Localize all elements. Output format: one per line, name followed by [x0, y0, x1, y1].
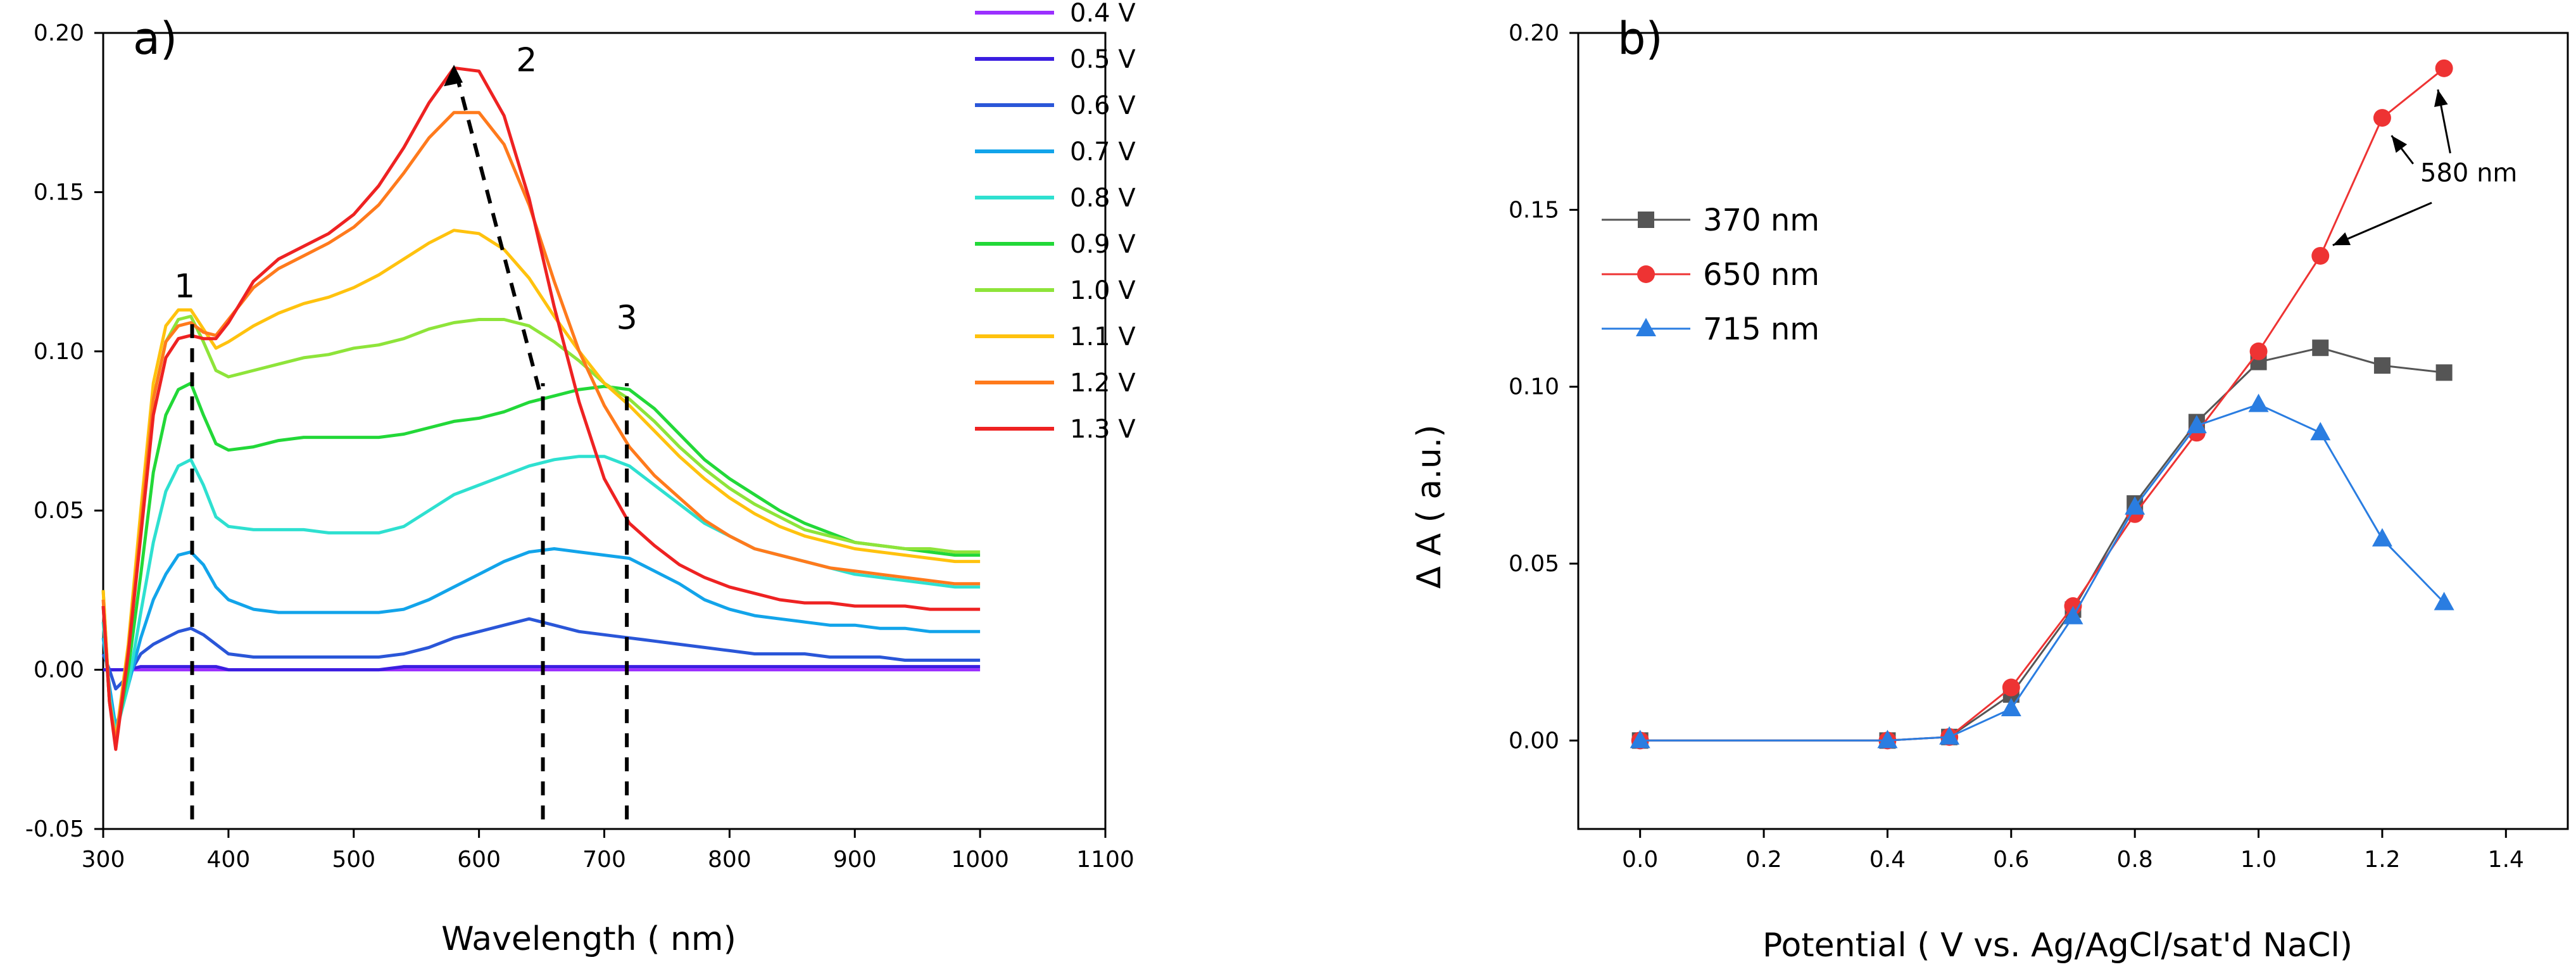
data-point-650-nm — [2435, 59, 2453, 77]
panel-a-x-tick-label: 700 — [582, 847, 626, 873]
legend-label: 0.8 V — [1070, 184, 1136, 213]
panel-b-chart: 0.0 0.2 0.4 0.6 0.8 1.0 1.2 1.4 0.00 0.05 0.10 0.15… — [1411, 13, 2569, 965]
data-point-650-nm — [2249, 342, 2268, 360]
legend-swatch-marker — [1637, 265, 1655, 283]
series-line-650-nm — [1640, 67, 2445, 742]
panel-a-x-axis-label: Wavelength ( nm) — [441, 920, 736, 958]
panel-b-y-axis-label: Δ A ( a.u.) — [1411, 424, 1448, 588]
series-line-1-2-v — [101, 111, 981, 745]
panel-b-x-tick-label: 1.0 — [2240, 847, 2277, 873]
data-point-370-nm — [2312, 339, 2329, 357]
legend-label: 370 nm — [1703, 203, 1819, 238]
series-line-0-6-v — [101, 617, 981, 691]
data-point-650-nm — [2311, 246, 2330, 265]
peak-annotation-3: 3 — [617, 300, 638, 338]
panel-a-y-tick-label: 0.00 — [34, 657, 84, 683]
panel-b-x-tick-label: 1.4 — [2488, 847, 2524, 873]
panel-a-legend: 0.4 V 0.5 V 0.6 V 0.7 V 0.8 V 0.9 V 1.0 V 1.1 V… — [975, 0, 1136, 444]
data-point-715-nm — [1939, 726, 1960, 745]
panel-a-x-tick-label: 1000 — [951, 847, 1009, 873]
legend-swatch-marker — [1636, 318, 1656, 336]
legend-label: 1.1 V — [1070, 322, 1136, 351]
data-point-650-nm — [2373, 109, 2391, 127]
panel-a-label: a) — [133, 13, 177, 65]
panel-b-x-tick-label: 0.8 — [2117, 847, 2153, 873]
panel-b-y-tick-label: 0.20 — [1509, 20, 1559, 46]
panel-a-y-tick-label: 0.20 — [34, 20, 84, 46]
panel-b-y-tick-label: 0.15 — [1509, 197, 1559, 223]
data-point-715-nm — [1630, 730, 1650, 749]
legend-label: 715 nm — [1703, 312, 1819, 347]
panel-b-x-tick-label: 0.0 — [1622, 847, 1658, 873]
panel-b-x-axis-label: Potential ( V vs. Ag/AgCl/sat'd NaCl) — [1762, 927, 2353, 965]
wavelength-annotation: 580 nm — [2420, 159, 2517, 188]
panel-a-x-tick-label: 800 — [708, 847, 751, 873]
legend-label: 0.7 V — [1070, 137, 1136, 167]
panel-a-x-tick-label: 400 — [207, 847, 251, 873]
legend-label: 0.4 V — [1070, 0, 1136, 28]
series-line-1-0-v — [101, 315, 981, 742]
data-point-715-nm — [2248, 393, 2269, 412]
panel-a-x-tick-label: 600 — [457, 847, 501, 873]
peak-annotation-1: 1 — [174, 267, 195, 305]
annotation-arrow-line — [2332, 201, 2432, 246]
legend-label: 1.3 V — [1070, 415, 1136, 444]
data-point-715-nm — [2372, 528, 2392, 547]
panel-b-x-tick-label: 1.2 — [2364, 847, 2400, 873]
panel-a-chart: 300 400 500 600 700 800 900 1000 1100 -0.05 0.00 0.… — [25, 0, 1136, 958]
panel-a-x-tick-label: 500 — [332, 847, 375, 873]
data-point-715-nm — [2186, 415, 2207, 434]
panel-b-x-tick-label: 0.6 — [1993, 847, 2029, 873]
panel-a-x-tick-label: 1100 — [1076, 847, 1134, 873]
series-line-0-9-v — [101, 381, 981, 742]
legend-label: 0.5 V — [1070, 45, 1136, 74]
panel-b-x-tick-label: 0.4 — [1869, 847, 1906, 873]
panel-a-y-tick-label: 0.10 — [34, 339, 84, 365]
panel-b-x-tick-label: 0.2 — [1745, 847, 1781, 873]
panel-b-plot-frame — [1577, 32, 2569, 830]
annotation-arrowhead — [2434, 89, 2448, 108]
data-point-715-nm — [2434, 591, 2454, 610]
panel-b-y-tick-label: 0.05 — [1509, 551, 1559, 577]
data-point-370-nm — [2373, 357, 2391, 374]
panel-b-legend: 370 nm 650 nm 715 nm — [1602, 203, 1819, 347]
data-point-715-nm — [2063, 605, 2083, 624]
series-line-715-nm — [1640, 403, 2445, 742]
legend-label: 0.6 V — [1070, 91, 1136, 120]
peak-annotation-2: 2 — [516, 41, 537, 79]
legend-swatch-marker — [1638, 212, 1654, 228]
annotation-arrowhead — [2332, 232, 2351, 246]
legend-label: 0.9 V — [1070, 230, 1136, 259]
dashed-guide-line — [452, 64, 541, 390]
panel-a-x-tick-label: 900 — [833, 847, 877, 873]
data-point-715-nm — [2310, 422, 2331, 441]
series-line-370-nm — [1640, 346, 2444, 742]
annotation-arrowhead — [2391, 136, 2408, 153]
guide-arrowhead — [444, 65, 463, 87]
data-point-715-nm — [2001, 698, 2021, 717]
data-point-650-nm — [2002, 678, 2020, 697]
panel-b-label: b) — [1618, 13, 1663, 65]
series-line-1-1-v — [101, 229, 981, 742]
panel-b-y-tick-label: 0.00 — [1509, 728, 1559, 754]
panel-a-plot-frame — [102, 32, 1107, 830]
panel-a-x-tick-label: 300 — [82, 847, 125, 873]
panel-a-y-tick-label: 0.15 — [34, 179, 84, 205]
panel-b-y-tick-label: 0.10 — [1509, 374, 1559, 400]
data-point-715-nm — [1877, 730, 1898, 749]
series-line-0-5-v — [103, 665, 981, 672]
panel-a-y-tick-label: 0.05 — [34, 498, 84, 524]
legend-label: 1.0 V — [1070, 276, 1136, 305]
data-point-715-nm — [2125, 496, 2146, 515]
series-line-1-3-v — [101, 66, 981, 751]
data-point-370-nm — [2435, 364, 2453, 381]
legend-label: 650 nm — [1703, 257, 1819, 293]
series-line-0-7-v — [101, 547, 981, 729]
legend-label: 1.2 V — [1070, 369, 1136, 398]
panel-a-y-tick-label: -0.05 — [25, 816, 84, 842]
